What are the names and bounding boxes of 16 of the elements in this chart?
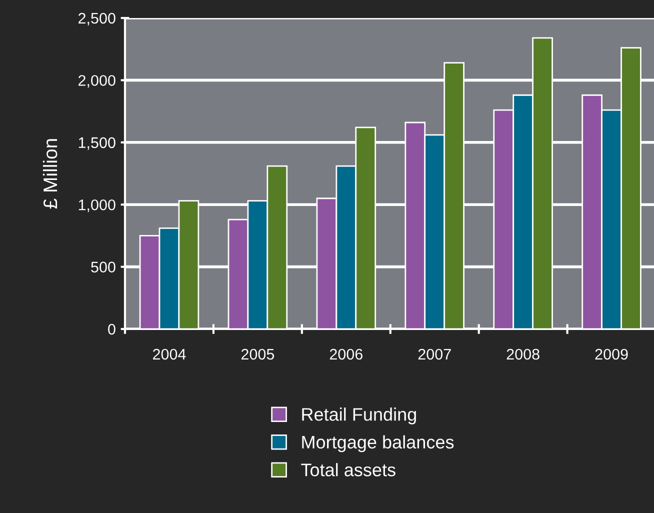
y-tick-label: 1,500 xyxy=(78,137,116,150)
y-tick-label: 2,000 xyxy=(78,75,116,88)
legend-label: Mortgage balances xyxy=(302,435,454,452)
x-tick-label: 2007 xyxy=(418,348,451,360)
x-tick-label: 2009 xyxy=(595,348,628,360)
y-tick-label: 0 xyxy=(108,324,116,335)
x-tick-label: 2004 xyxy=(153,348,186,360)
y-tick-label: 500 xyxy=(91,262,116,272)
y-tick-label: 1,000 xyxy=(78,199,116,212)
legend-label: Total assets xyxy=(301,463,396,476)
legend-label: Retail Funding xyxy=(302,408,416,424)
y-axis-title: £ Million xyxy=(42,139,58,209)
x-tick-label: 2005 xyxy=(241,348,274,360)
y-tick-label: 2,500 xyxy=(78,12,116,26)
x-tick-label: 2008 xyxy=(506,348,540,360)
x-tick-label: 2006 xyxy=(330,348,362,360)
